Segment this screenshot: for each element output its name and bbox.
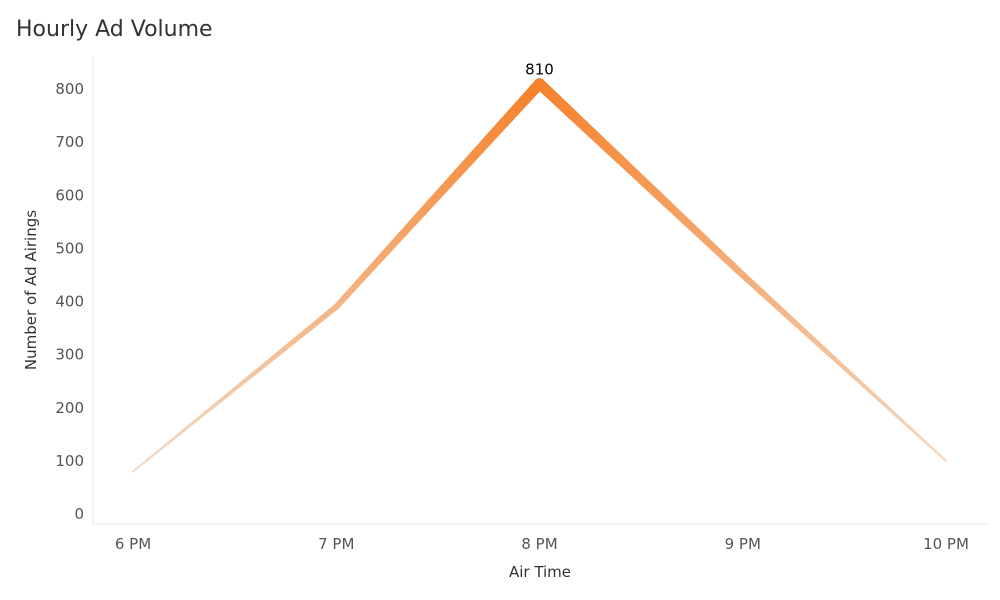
y-tick-label: 300 — [55, 346, 84, 364]
y-axis-title: Number of Ad Airings — [22, 210, 40, 370]
y-tick-label: 800 — [55, 80, 84, 98]
y-tick-label: 500 — [55, 239, 84, 257]
x-axis-title: Air Time — [509, 563, 571, 581]
x-axis: 6 PM 7 PM 8 PM 9 PM 10 PM — [93, 523, 988, 553]
y-axis: 0 100 200 300 400 500 600 700 800 — [55, 56, 94, 524]
chart-title: Hourly Ad Volume — [16, 17, 213, 42]
x-tick-label: 10 PM — [923, 535, 969, 553]
y-tick-label: 200 — [55, 399, 84, 417]
y-tick-label: 0 — [74, 505, 84, 523]
x-tick-label: 8 PM — [521, 535, 557, 553]
data-point-7-pm — [333, 303, 340, 310]
y-tick-label: 400 — [55, 293, 84, 311]
data-labels: 810 — [525, 61, 554, 79]
y-tick-label: 700 — [55, 133, 84, 151]
series-line-segment — [939, 455, 948, 463]
x-tick-label: 7 PM — [318, 535, 354, 553]
series-line-segment — [131, 466, 140, 473]
series-ad-airings — [131, 78, 948, 473]
data-point-6-pm — [132, 470, 134, 473]
data-point-9-pm — [739, 271, 747, 279]
x-tick-label: 6 PM — [115, 535, 151, 553]
x-tick-label: 9 PM — [725, 535, 761, 553]
data-point-10-pm — [944, 459, 948, 462]
y-tick-label: 600 — [55, 186, 84, 204]
y-tick-label: 100 — [55, 452, 84, 470]
data-label: 810 — [525, 61, 554, 79]
data-point-8-pm — [534, 78, 545, 90]
